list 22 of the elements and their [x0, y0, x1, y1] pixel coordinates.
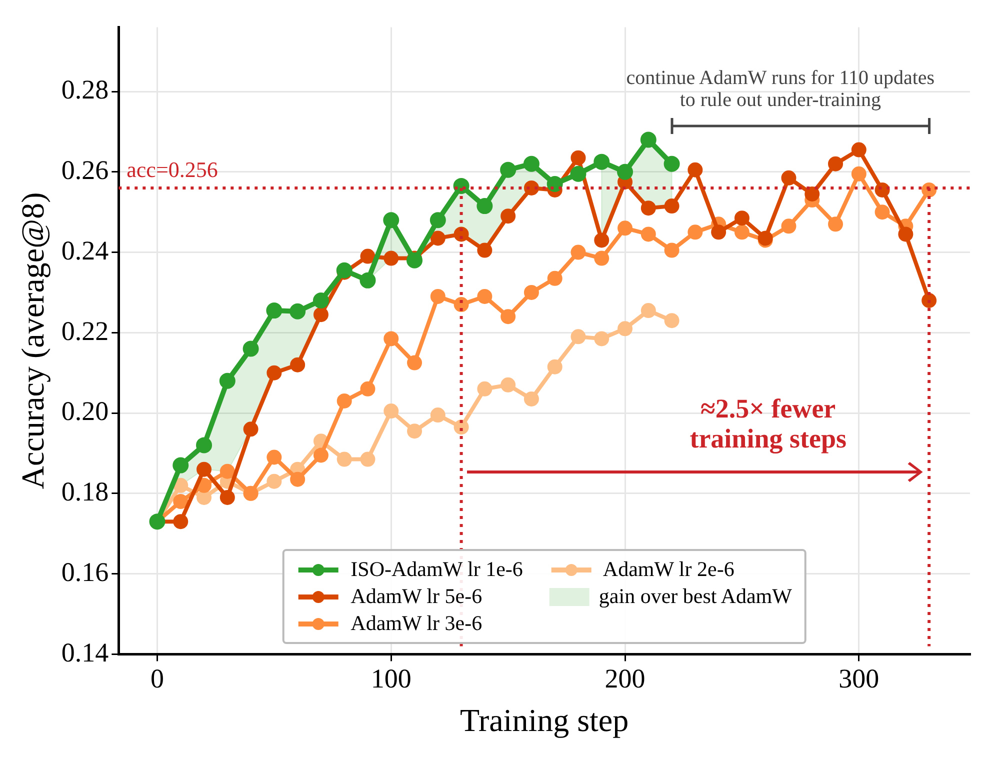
y-tick-label: 0.14 [61, 637, 110, 668]
y-tick-label: 0.20 [61, 396, 109, 426]
legend-label: AdamW lr 3e-6 [350, 611, 482, 636]
y-tick-label: 0.16 [61, 556, 109, 587]
ref-line-label: acc=0.256 [126, 156, 218, 182]
annotation: continue AdamW runs for 110 updates to rule out under-training [626, 66, 935, 111]
legend-label: AdamW lr 5e-6 [350, 584, 482, 610]
y-tick-label: 0.18 [61, 476, 109, 507]
x-tick-label: 0 [150, 663, 164, 694]
y-tick-label: 0.22 [61, 316, 109, 346]
y-axis-title: Accuracy (average@8) [14, 192, 51, 490]
y-tick-label: 0.24 [61, 235, 110, 266]
legend-label: AdamW lr 2e-6 [602, 557, 734, 582]
y-tick-label: 0.26 [61, 154, 109, 185]
x-axis-title: Training step [460, 702, 629, 738]
x-tick-label: 200 [604, 663, 646, 694]
y-tick-label: 0.28 [61, 74, 109, 105]
x-tick-label: 300 [838, 663, 880, 694]
annotation: gain over best AdamW [598, 584, 792, 610]
annotation: ≈2.5× fewer training steps [690, 393, 846, 454]
legend-label: ISO-AdamW lr 1e-6 [350, 557, 523, 582]
x-tick-label: 100 [370, 663, 412, 694]
